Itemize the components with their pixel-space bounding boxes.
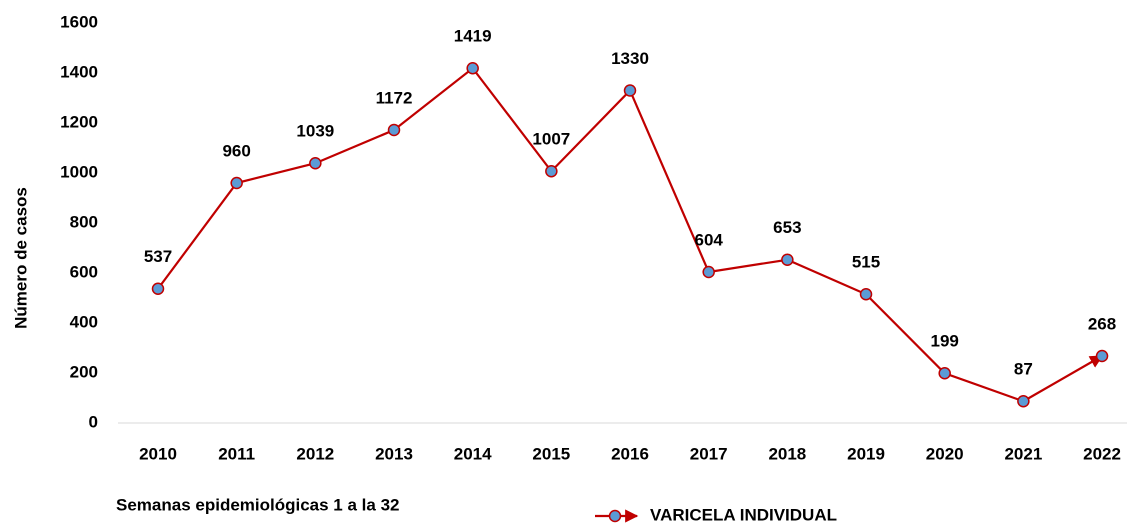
data-label: 515 [852,253,880,272]
x-tick-label: 2020 [926,444,964,463]
data-label: 87 [1014,360,1033,379]
data-label: 960 [222,141,250,160]
data-point [623,84,637,97]
data-point [545,165,558,178]
x-tick-label: 2018 [768,444,806,463]
y-axis-label: Número de casos [11,187,30,329]
x-axis-label: Semanas epidemiológicas 1 a la 32 [116,495,399,514]
y-tick-label: 1000 [60,162,98,181]
data-point [466,62,479,75]
series-line [157,66,1104,403]
data-point [151,282,165,295]
x-tick-label: 2021 [1004,444,1042,463]
y-tick-label: 600 [70,262,98,281]
data-label: 1039 [296,122,334,141]
x-tick-label: 2016 [611,444,649,463]
data-point [1017,395,1030,408]
y-tick-label: 0 [89,412,98,431]
data-point [1095,349,1109,363]
y-tick-label: 400 [70,312,98,331]
legend-label: VARICELA INDIVIDUAL [650,505,837,524]
data-label: 1172 [376,88,413,107]
data-label: 268 [1088,314,1116,333]
data-point [702,265,715,279]
data-point [230,176,243,190]
x-tick-label: 2019 [847,444,885,463]
data-label: 653 [773,218,801,237]
y-tick-label: 1200 [60,112,98,131]
x-tick-label: 2017 [690,444,728,463]
data-point [309,157,322,170]
x-tick-label: 2011 [218,444,255,463]
y-tick-label: 800 [70,212,98,231]
data-label: 1419 [454,27,492,46]
data-label: 537 [144,247,172,266]
y-tick-label: 1400 [60,62,98,81]
data-point [938,367,951,380]
data-point [859,288,873,301]
x-tick-label: 2013 [375,444,413,463]
x-tick-label: 2010 [139,444,177,463]
data-point [781,253,794,266]
y-tick-label: 200 [70,362,98,381]
data-label: 199 [931,332,959,351]
y-tick-label: 1600 [60,12,98,31]
data-label: 604 [695,230,724,249]
x-tick-label: 2014 [454,444,492,463]
data-label: 1007 [532,130,570,149]
x-tick-label: 2022 [1083,444,1121,463]
data-label: 1330 [611,49,649,68]
x-tick-label: 2015 [532,444,570,463]
data-point [387,123,401,137]
legend-marker [608,509,622,523]
x-tick-label: 2012 [296,444,334,463]
